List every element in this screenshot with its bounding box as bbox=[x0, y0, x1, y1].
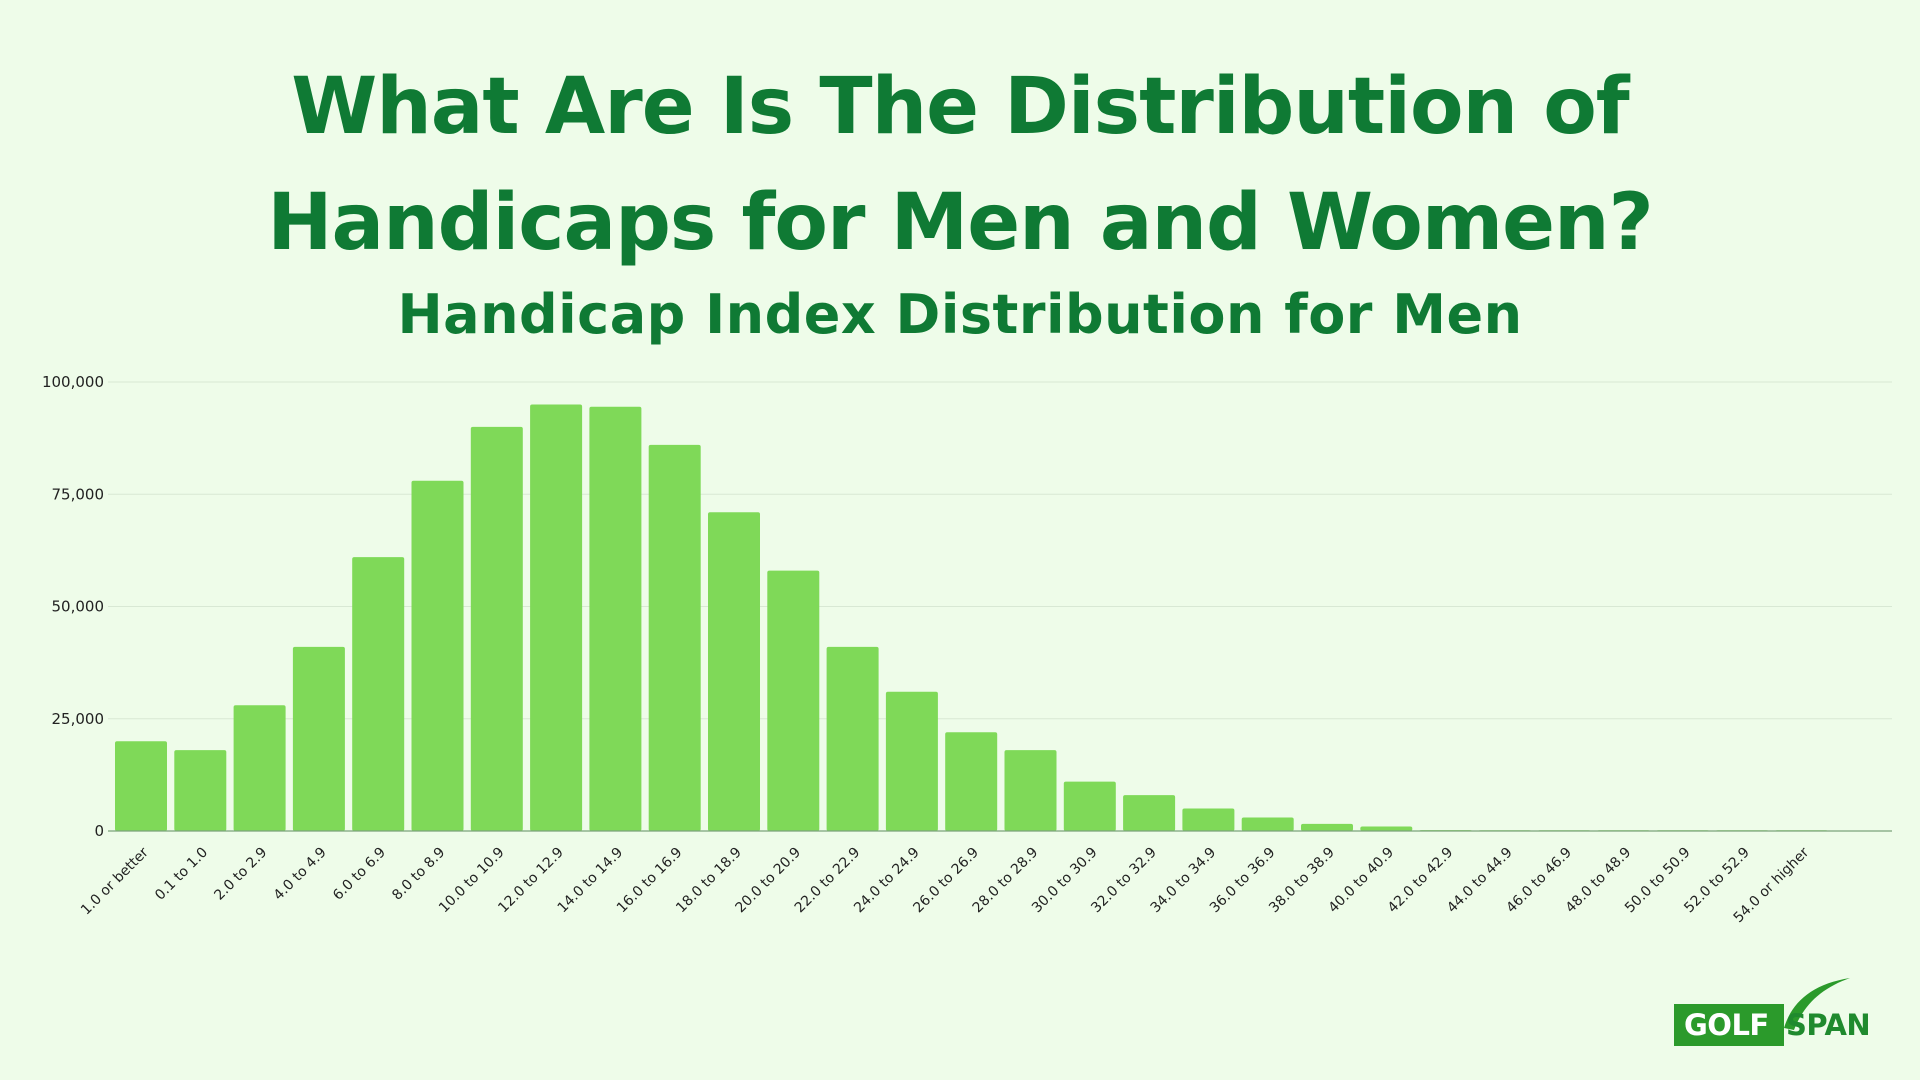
logo-box bbox=[1674, 1004, 1784, 1046]
y-tick-label: 100,000 bbox=[42, 373, 104, 391]
y-tick-label: 75,000 bbox=[52, 485, 105, 503]
bar bbox=[708, 512, 760, 831]
logo-text-golf: GOLF bbox=[1684, 1008, 1769, 1042]
bar bbox=[767, 570, 820, 831]
bar bbox=[1182, 808, 1235, 831]
bar bbox=[1360, 826, 1413, 831]
bar bbox=[1241, 817, 1294, 831]
grid-lines bbox=[108, 381, 1892, 720]
bar-series bbox=[115, 404, 1828, 831]
bar bbox=[648, 444, 701, 831]
bar bbox=[352, 557, 405, 831]
bar bbox=[233, 705, 286, 831]
swoosh-icon bbox=[1784, 978, 1850, 1030]
bar bbox=[1063, 781, 1116, 831]
bar bbox=[292, 646, 345, 831]
x-tick-label: 8.0 to 8.9 bbox=[389, 845, 448, 904]
logo-text-span: SPAN bbox=[1786, 1008, 1871, 1042]
x-tick-label: 1.0 or better bbox=[78, 844, 152, 918]
bar bbox=[826, 646, 879, 831]
bar bbox=[530, 404, 583, 831]
x-tick-label: 0.1 to 1.0 bbox=[152, 845, 211, 904]
bar bbox=[1004, 750, 1057, 831]
bar bbox=[1301, 823, 1353, 831]
page-title-line-2: Handicaps for Men and Women? bbox=[267, 178, 1654, 268]
bar bbox=[589, 406, 642, 831]
bar bbox=[115, 741, 167, 831]
golfspan-logo: GOLF SPAN bbox=[1672, 972, 1887, 1048]
bar bbox=[1123, 795, 1176, 831]
page-title-line-1: What Are Is The Distribution of bbox=[291, 62, 1630, 152]
x-tick-label: 6.0 to 6.9 bbox=[330, 845, 389, 904]
y-tick-label: 25,000 bbox=[52, 710, 105, 728]
bar bbox=[470, 426, 523, 831]
y-tick-label: 0 bbox=[94, 822, 104, 840]
y-axis-tick-labels: 0 25,000 50,000 75,000 100,000 bbox=[42, 373, 104, 840]
bar bbox=[885, 691, 938, 831]
bar bbox=[174, 750, 227, 831]
x-axis-tick-labels: 1.0 or better 0.1 to 1.0 2.0 to 2.9 4.0 to … bbox=[78, 844, 1812, 926]
bar bbox=[411, 480, 464, 831]
x-tick-label: 4.0 to 4.9 bbox=[271, 845, 330, 904]
y-tick-label: 50,000 bbox=[52, 598, 105, 616]
bar bbox=[945, 732, 998, 831]
chart-subtitle: Handicap Index Distribution for Men bbox=[397, 283, 1523, 346]
x-tick-label: 2.0 to 2.9 bbox=[211, 845, 270, 904]
